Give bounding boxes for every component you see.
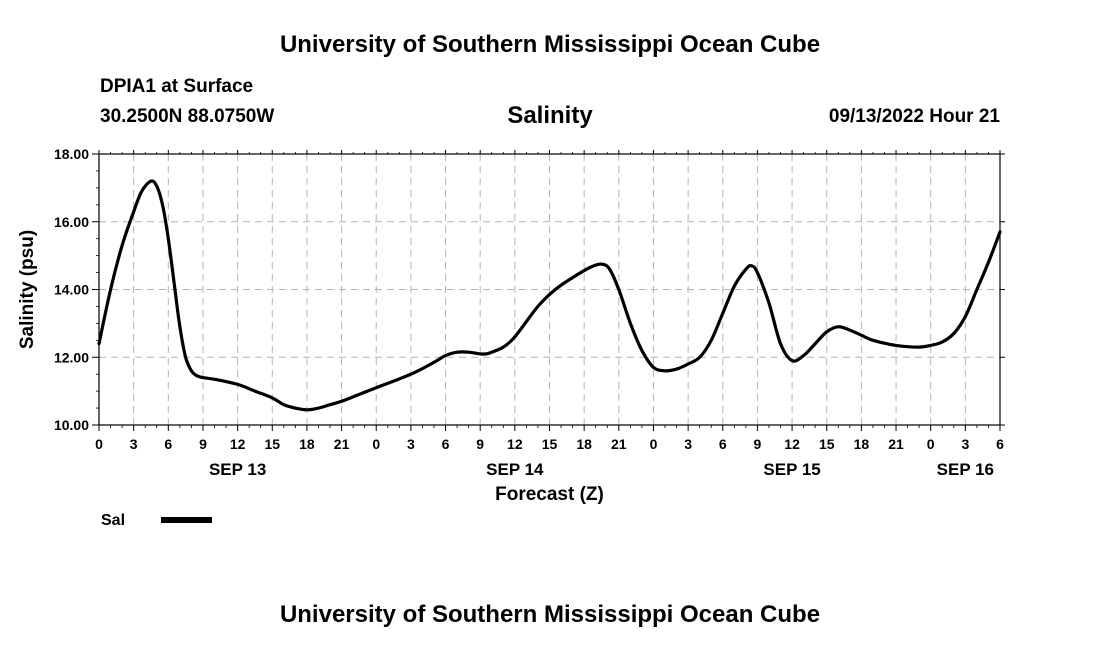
y-tick-label: 14.00 xyxy=(54,282,89,298)
x-tick-label: 0 xyxy=(927,436,935,452)
y-tick-label: 16.00 xyxy=(54,214,89,230)
date-label: SEP 13 xyxy=(209,460,266,479)
x-tick-label: 0 xyxy=(372,436,380,452)
axes: 0 3 6 9 12 15 18 21 0 3 6 9 12 15 18 21 0 3 6 9 12 15 18 21 0 3 6S… xyxy=(54,146,1005,479)
x-tick-label: 3 xyxy=(407,436,415,452)
y-tick-label: 10.00 xyxy=(54,417,89,433)
x-tick-label: 21 xyxy=(334,436,350,452)
footer-title: University of Southern Mississippi Ocean… xyxy=(279,601,821,628)
x-tick-label: 18 xyxy=(299,436,315,452)
x-tick-label: 3 xyxy=(961,436,969,452)
datetime-label: 09/13/2022 Hour 21 xyxy=(828,106,1000,127)
plot-frame xyxy=(98,153,1001,426)
x-tick-label: 12 xyxy=(784,436,800,452)
x-tick-label: 12 xyxy=(507,436,523,452)
x-tick-label: 9 xyxy=(199,436,207,452)
x-tick-label: 18 xyxy=(576,436,592,452)
x-tick-label: 9 xyxy=(476,436,484,452)
x-tick-label: 6 xyxy=(719,436,727,452)
variable-title: Salinity xyxy=(507,102,593,129)
x-tick-label: 0 xyxy=(95,436,103,452)
y-tick-label: 18.00 xyxy=(54,146,89,162)
x-tick-label: 15 xyxy=(819,436,835,452)
x-tick-label: 6 xyxy=(442,436,450,452)
coordinates-label: 30.2500N 88.0750W xyxy=(100,106,275,127)
x-tick-label: 21 xyxy=(888,436,904,452)
legend-label: Sal xyxy=(101,512,125,529)
x-tick-label: 0 xyxy=(650,436,658,452)
y-tick-label: 12.00 xyxy=(54,349,89,365)
x-tick-label: 15 xyxy=(542,436,558,452)
date-label: SEP 16 xyxy=(937,460,994,479)
x-tick-label: 6 xyxy=(996,436,1004,452)
x-tick-label: 6 xyxy=(164,436,172,452)
chart-title: University of Southern Mississippi Ocean… xyxy=(279,31,821,58)
x-axis-label: Forecast (Z) xyxy=(495,484,604,505)
legend: Sal xyxy=(101,512,212,529)
x-tick-label: 15 xyxy=(264,436,280,452)
y-axis-label: Salinity (psu) xyxy=(17,230,38,349)
series-line-sal xyxy=(97,179,1002,412)
x-tick-label: 18 xyxy=(854,436,870,452)
x-tick-label: 21 xyxy=(611,436,627,452)
x-tick-label: 9 xyxy=(754,436,762,452)
date-label: SEP 14 xyxy=(486,460,544,479)
station-label: DPIA1 at Surface xyxy=(100,76,254,97)
grid xyxy=(99,154,1000,425)
x-tick-label: 3 xyxy=(130,436,138,452)
date-label: SEP 15 xyxy=(763,460,820,479)
x-tick-label: 3 xyxy=(684,436,692,452)
x-tick-label: 12 xyxy=(230,436,246,452)
series xyxy=(97,179,1002,412)
